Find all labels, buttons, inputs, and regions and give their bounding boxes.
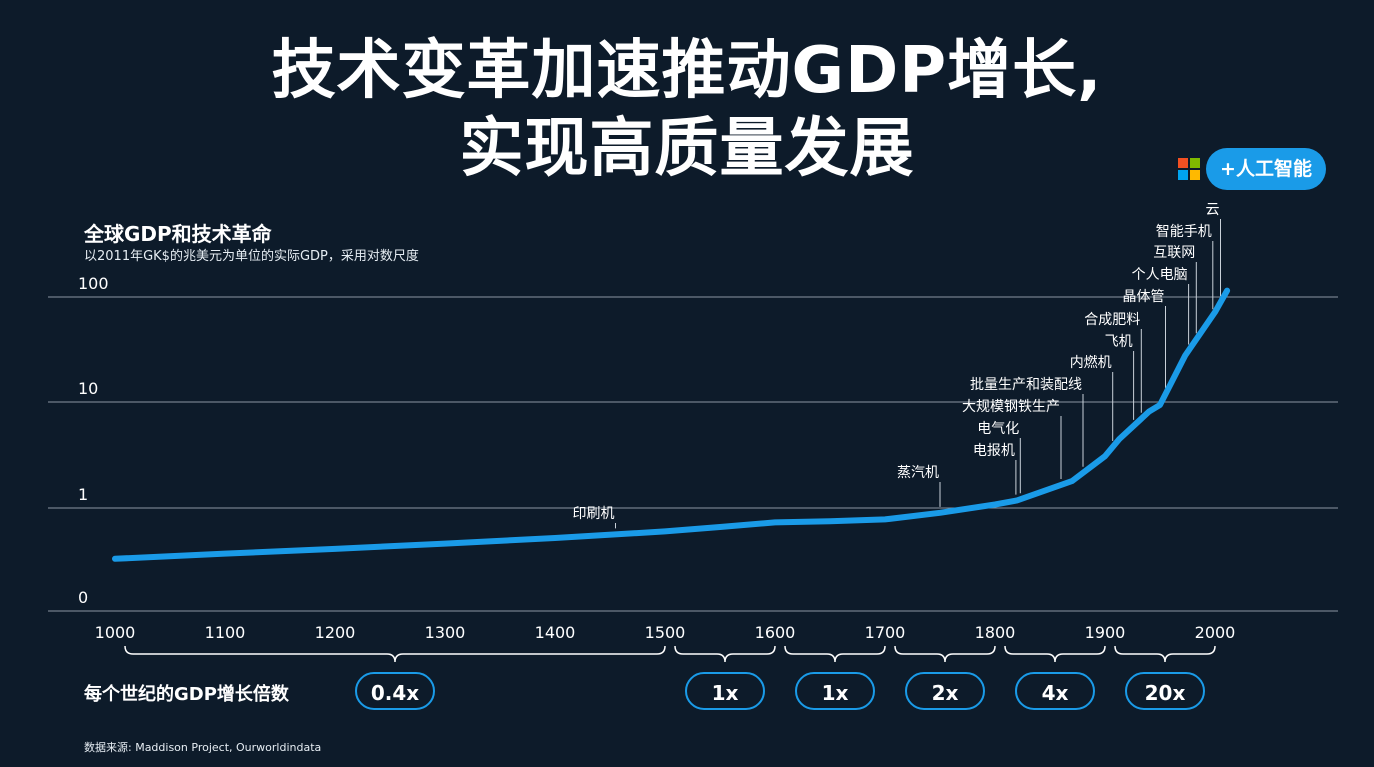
annotation-label: 电报机 (973, 443, 1015, 459)
growth-multiplier-badge: 1x (685, 672, 765, 710)
ai-badge: +人工智能 (1206, 148, 1326, 190)
y-tick-label: 100 (78, 274, 109, 293)
gdp-series-line (112, 287, 1231, 562)
growth-multiplier-badge: 2x (905, 672, 985, 710)
data-source: 数据来源: Maddison Project, Ourworldindata (84, 741, 322, 754)
growth-multiplier-badge: 1x (795, 672, 875, 710)
annotation-label: 大规模钢铁生产 (962, 399, 1060, 415)
annotation-label: 电气化 (977, 421, 1019, 437)
chart-subtitle: 以2011年GK$的兆美元为单位的实际GDP，采用对数尺度 (84, 249, 419, 264)
y-tick-label: 0 (78, 588, 88, 607)
x-tick-label: 1100 (205, 623, 246, 642)
annotation-label: 智能手机 (1156, 224, 1212, 240)
century-brace (784, 645, 886, 663)
x-tick-label: 1300 (425, 623, 466, 642)
x-tick-label: 1600 (755, 623, 796, 642)
x-tick-label: 1400 (535, 623, 576, 642)
annotation-label: 云 (1206, 202, 1220, 218)
growth-multiplier-badge: 20x (1125, 672, 1205, 710)
chart-title: 全球GDP和技术革命 (84, 222, 272, 246)
x-tick-label: 1500 (645, 623, 686, 642)
annotation-label: 印刷机 (573, 506, 615, 522)
annotation-label: 蒸汽机 (897, 465, 939, 481)
y-tick-label: 1 (78, 485, 88, 504)
growth-multiplier-badge: 0.4x (355, 672, 435, 710)
century-brace (674, 645, 776, 663)
x-tick-label: 1800 (975, 623, 1016, 642)
x-tick-label: 2000 (1195, 623, 1236, 642)
annotation-label: 个人电脑 (1132, 267, 1188, 283)
x-tick-label: 1900 (1085, 623, 1126, 642)
annotation-label: 飞机 (1105, 334, 1133, 350)
century-brace (1004, 645, 1106, 663)
century-brace (894, 645, 996, 663)
growth-multiplier-label: 每个世纪的GDP增长倍数 (84, 684, 289, 705)
microsoft-logo-icon (1178, 158, 1200, 180)
annotation-label: 合成肥料 (1084, 312, 1140, 328)
growth-multiplier-badge: 4x (1015, 672, 1095, 710)
century-brace (124, 645, 666, 663)
slide-title-line2: 实现高质量发展 (459, 112, 915, 186)
annotation-label: 批量生产和装配线 (970, 377, 1082, 393)
annotation-label: 内燃机 (1070, 354, 1112, 371)
annotation-label: 互联网 (1153, 245, 1195, 261)
x-tick-label: 1700 (865, 623, 906, 642)
annotation-label: 晶体管 (1123, 289, 1165, 305)
slide-title-line1: 技术变革加速推动GDP增长, (271, 34, 1103, 108)
century-brace (1114, 645, 1216, 663)
x-tick-label: 1200 (315, 623, 356, 642)
y-tick-label: 10 (78, 379, 98, 398)
x-tick-label: 1000 (95, 623, 136, 642)
